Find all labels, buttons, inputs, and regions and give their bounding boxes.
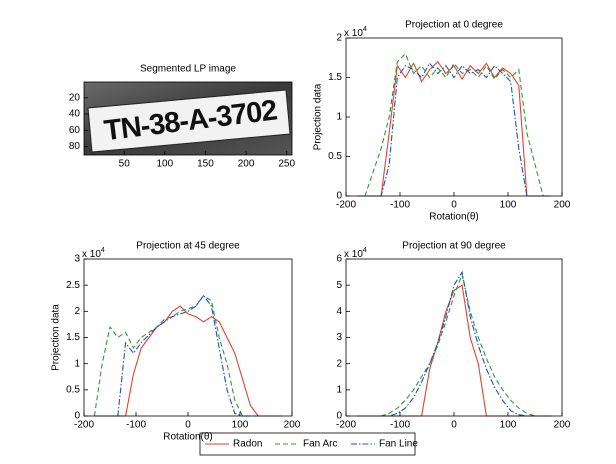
series-line [356, 270, 552, 417]
axes-title: Segmented LP image [140, 64, 236, 75]
axes-box [83, 258, 293, 417]
series-line [93, 294, 282, 417]
y-tick-label: 0 [74, 411, 80, 422]
y-scale-base: x 10 [82, 249, 101, 260]
x-tick-label: 50 [119, 159, 131, 170]
x-tick-label: 100 [500, 420, 517, 431]
x-tick-label: 200 [554, 420, 571, 431]
axes-box [83, 81, 293, 156]
x-tick-label: 250 [278, 159, 295, 170]
x-tick-label: 100 [500, 200, 517, 211]
x-tick-label: -100 [390, 200, 410, 211]
series-line [356, 52, 552, 197]
y-scale-exponent: 4 [101, 247, 105, 254]
y-tick-label: 1.5 [66, 332, 80, 343]
lp-image: TN-38-A-3702 [84, 82, 292, 155]
y-tick-label: 2 [336, 358, 342, 369]
plate [87, 89, 291, 153]
x-tick-label: 200 [284, 420, 301, 431]
y-tick-label: 2 [336, 33, 342, 44]
x-tick-label: -100 [126, 420, 146, 431]
y-scale-factor: x 104 [82, 247, 105, 260]
y-tick-label: 60 [69, 125, 81, 136]
y-tick-label: 2.5 [66, 280, 80, 291]
series-line [356, 284, 552, 417]
x-tick-label: -200 [74, 420, 94, 431]
y-scale-exponent: 4 [363, 247, 367, 254]
y-tick-label: 3 [74, 254, 80, 265]
y-tick-label: 0 [336, 411, 342, 422]
y-tick-label: 0 [336, 191, 342, 202]
y-scale-exponent: 4 [363, 26, 367, 33]
x-tick-label: 200 [238, 159, 255, 170]
y-scale-base: x 10 [344, 28, 363, 39]
series-line [94, 305, 282, 417]
y-scale-factor: x 104 [344, 247, 367, 260]
y-tick-label: 1 [336, 384, 342, 395]
y-scale-base: x 10 [344, 249, 363, 260]
series-line [356, 272, 552, 417]
y-tick-label: 0.5 [66, 384, 80, 395]
axes-title: Projection at 90 degree [402, 241, 506, 252]
legend-label: Fan Arc [303, 439, 337, 450]
series-line [356, 60, 552, 197]
legend-box [199, 432, 416, 456]
x-tick-label: 0 [185, 420, 191, 431]
x-tick-label: -200 [336, 200, 356, 211]
y-tick-label: 40 [69, 109, 81, 120]
y-tick-label: 6 [336, 254, 342, 265]
y-tick-label: 0.5 [328, 151, 342, 162]
y-tick-label: 1.5 [328, 72, 342, 83]
x-tick-label: -200 [336, 420, 356, 431]
y-tick-label: 80 [69, 141, 81, 152]
axes-title: Projection at 0 degree [405, 20, 503, 31]
y-tick-label: 20 [69, 92, 81, 103]
y-tick-label: 2 [74, 306, 80, 317]
x-tick-label: 200 [554, 200, 571, 211]
legend-label: Radon [233, 439, 262, 450]
x-tick-label: 0 [451, 200, 457, 211]
y-tick-label: 1 [336, 112, 342, 123]
axes-box [345, 258, 563, 417]
x-axis-label: Rotation(θ) [163, 432, 212, 443]
y-axis-label: Projection data [313, 83, 324, 150]
x-axis-label: Rotation(θ) [429, 212, 478, 223]
y-scale-factor: x 104 [344, 26, 367, 39]
legend-label: Fan Line [379, 439, 418, 450]
x-tick-label: 100 [232, 420, 249, 431]
axes-title: Projection at 45 degree [136, 241, 240, 252]
x-tick-label: 0 [451, 420, 457, 431]
y-tick-label: 5 [336, 280, 342, 291]
y-tick-label: 3 [336, 332, 342, 343]
x-tick-label: -100 [390, 420, 410, 431]
series-line [356, 62, 552, 197]
x-tick-label: 100 [157, 159, 174, 170]
y-axis-label: Projection data [51, 304, 62, 371]
axes-box [345, 37, 563, 197]
y-tick-label: 4 [336, 306, 342, 317]
x-tick-label: 150 [197, 159, 214, 170]
y-tick-label: 1 [74, 358, 80, 369]
